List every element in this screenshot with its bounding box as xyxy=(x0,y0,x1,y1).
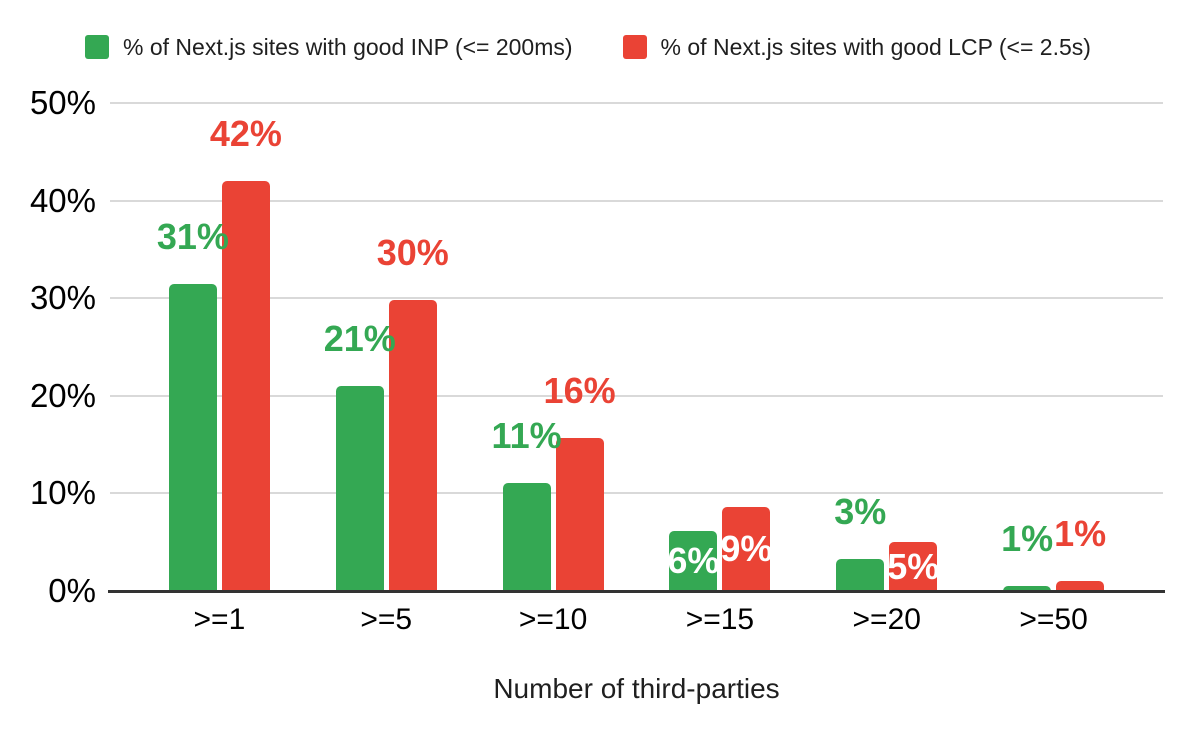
bar-inp->=50 xyxy=(1003,586,1052,591)
x-axis-line xyxy=(108,589,1165,593)
y-axis-tick-label: 0% xyxy=(48,572,96,609)
bar-inp->=20 xyxy=(836,558,885,591)
x-axis-tick-label: >=50 xyxy=(1019,603,1088,636)
bar-value-label: 16% xyxy=(543,369,616,411)
bar-lcp->=10 xyxy=(555,437,604,591)
y-axis-tick-label: 10% xyxy=(29,474,96,512)
chart-legend: % of Next.js sites with good INP (<= 200… xyxy=(85,33,1091,61)
gridline xyxy=(110,394,1163,397)
bar-lcp->=15 xyxy=(722,507,771,591)
y-axis-tick-label: 20% xyxy=(29,376,96,414)
x-axis-tick-label: >=10 xyxy=(518,603,588,636)
legend-label-inp: % of Next.js sites with good INP (<= 200… xyxy=(123,34,573,60)
bar-value-label: 21% xyxy=(323,318,396,360)
bar-value-label: 11% xyxy=(491,414,562,456)
legend-item-lcp: % of Next.js sites with good LCP (<= 2.5… xyxy=(622,33,1091,61)
legend-label-lcp: % of Next.js sites with good LCP (<= 2.5… xyxy=(660,34,1091,60)
x-axis-tick-label: >=15 xyxy=(685,603,755,636)
bar-value-label: 42% xyxy=(209,113,282,155)
x-axis: >=1 >=5 >=10 >=15 >=20 >=50 xyxy=(110,602,1163,642)
bar-lcp->=50 xyxy=(1056,581,1105,591)
legend-swatch-green-icon xyxy=(85,35,109,59)
x-axis-tick-label: >=5 xyxy=(360,603,413,636)
bar-value-label: 1% xyxy=(1001,518,1054,560)
x-axis-title: Number of third-parties xyxy=(493,673,780,704)
gridline xyxy=(110,297,1163,300)
bar-value-label: 3% xyxy=(834,490,887,532)
x-axis-tick-label: >=1 xyxy=(193,603,246,636)
plot-area: 31% 21% 11% 6% 3% 1% 42% 30% 16% 9% 5% 1% xyxy=(108,102,1165,593)
bar-lcp->=20 xyxy=(889,542,938,591)
bar-lcp->=5 xyxy=(388,300,437,591)
bar-value-label: 6% xyxy=(667,539,720,581)
bar-inp->=15 xyxy=(669,530,718,591)
legend-item-inp: % of Next.js sites with good INP (<= 200… xyxy=(85,33,573,61)
bar-inp->=5 xyxy=(335,386,384,591)
bar-value-label: 1% xyxy=(1054,513,1107,555)
y-axis: 0% 10% 20% 30% 40% 50% xyxy=(0,86,96,607)
y-axis-tick-label: 40% xyxy=(29,181,96,219)
bar-value-label: 9% xyxy=(720,528,773,570)
bar-value-label: 31% xyxy=(156,215,229,257)
gridline xyxy=(110,492,1163,495)
bar-value-label: 5% xyxy=(887,545,940,587)
bar-inp->=1 xyxy=(168,283,217,591)
legend-swatch-red-icon xyxy=(622,35,647,59)
y-axis-tick-label: 30% xyxy=(29,279,96,317)
x-axis-tick-label: >=20 xyxy=(852,603,921,636)
bar-lcp->=1 xyxy=(221,181,270,591)
bar-inp->=10 xyxy=(502,482,551,591)
y-axis-tick-label: 50% xyxy=(29,84,96,121)
gridline xyxy=(110,199,1163,202)
gridline xyxy=(110,102,1163,104)
bar-value-label: 30% xyxy=(376,232,449,274)
